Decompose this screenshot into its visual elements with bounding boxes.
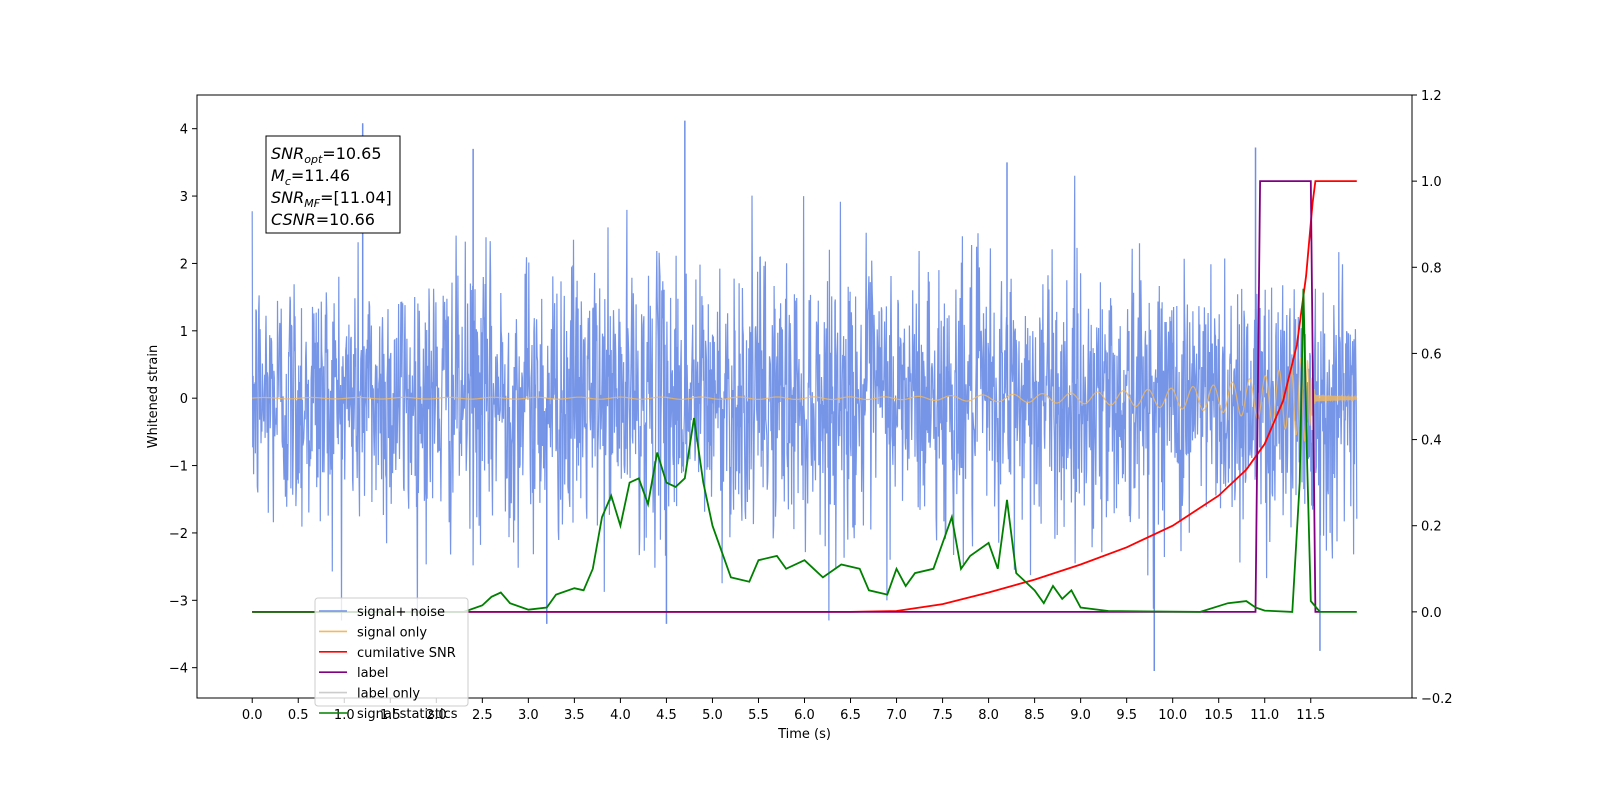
annotation-line: CSNR=10.66 xyxy=(271,210,375,229)
annotation-value: =10.65 xyxy=(322,144,381,163)
y-left-tick-label: 0 xyxy=(180,392,188,407)
x-tick-label: 3.5 xyxy=(564,708,585,723)
legend-label-2: cumilative SNR xyxy=(357,646,456,661)
series-line-2 xyxy=(252,180,1357,613)
annotation-value: =11.46 xyxy=(291,166,350,185)
x-tick-label: 4.0 xyxy=(610,708,631,723)
x-tick-label: 9.0 xyxy=(1070,708,1091,723)
annotation-value: =[11.04] xyxy=(320,188,392,207)
x-tick-label: 4.5 xyxy=(656,708,677,723)
x-tick-label: 7.0 xyxy=(886,708,907,723)
legend-label-3: label xyxy=(357,666,388,681)
x-tick-label: 7.5 xyxy=(932,708,953,723)
noise-trace xyxy=(251,175,1358,621)
x-tick-label: 6.5 xyxy=(840,708,861,723)
y-right-tick-label: −0.2 xyxy=(1421,692,1453,707)
plot-area xyxy=(251,120,1358,672)
series-line-5 xyxy=(252,288,1357,613)
x-tick-label: 5.0 xyxy=(702,708,723,723)
x-tick-label: 0.0 xyxy=(242,708,263,723)
annotation-line: SNRopt=10.65 xyxy=(271,144,382,166)
y-right-tick-label: 1.0 xyxy=(1421,175,1442,190)
y-axis-left: 4 3 2 1 0 −1 −2 −3 −4 xyxy=(169,123,197,677)
x-tick-label: 9.5 xyxy=(1116,708,1137,723)
x-tick-label: 6.0 xyxy=(794,708,815,723)
y-right-tick-label: 0.6 xyxy=(1421,347,1442,362)
y-left-tick-label: −1 xyxy=(169,460,188,475)
x-tick-label: 11.5 xyxy=(1296,708,1325,723)
y-axis-label: Whitened strain xyxy=(146,345,161,448)
x-tick-label: 1.0 xyxy=(334,708,355,723)
y-right-tick-label: 1.2 xyxy=(1421,89,1442,104)
x-tick-label: 11.0 xyxy=(1250,708,1279,723)
signal-only-series xyxy=(252,357,1358,443)
x-tick-label: 1.5 xyxy=(380,708,401,723)
y-left-tick-label: 1 xyxy=(180,325,188,340)
annotation-symbol: M xyxy=(271,166,285,185)
y-left-tick-label: 2 xyxy=(180,257,188,272)
annotation-symbol: SNR xyxy=(271,188,304,207)
annotation-subscript: MF xyxy=(304,197,320,210)
y-left-tick-label: 4 xyxy=(180,123,188,138)
y-right-tick-label: 0.2 xyxy=(1421,520,1442,535)
legend-label-1: signal only xyxy=(357,625,427,640)
y-left-tick-label: 3 xyxy=(180,190,188,205)
x-tick-label: 2.5 xyxy=(472,708,493,723)
legend-label-5: signal statistics xyxy=(357,707,458,722)
x-axis: 0.0 0.5 1.0 1.5 2.0 2.5 3.0 3.5 4.0 4.5 5.0 5.5 6.0 6… xyxy=(242,698,1325,723)
x-tick-label: 8.0 xyxy=(978,708,999,723)
annotation-line: Mc=11.46 xyxy=(271,166,350,188)
series-line-3 xyxy=(252,180,1320,613)
stats-annotation-box: SNRopt=10.65Mc=11.46SNRMF=[11.04]CSNR=10… xyxy=(265,135,401,234)
annotation-value: =10.66 xyxy=(316,210,375,229)
y-left-tick-label: −3 xyxy=(169,594,188,609)
legend: signal+ noise signal only cumilative SNR la… xyxy=(314,597,469,722)
x-tick-label: 8.5 xyxy=(1024,708,1045,723)
right-axis-series xyxy=(252,180,1357,613)
y-left-tick-label: −4 xyxy=(169,662,188,677)
y-axis-right: 1.2 1.0 0.8 0.6 0.4 0.2 0.0 −0.2 xyxy=(1412,89,1453,707)
annotation-frame xyxy=(265,135,401,234)
annotation-symbol: CSNR xyxy=(271,210,316,229)
y-left-tick-label: −2 xyxy=(169,527,188,542)
annotation-symbol: SNR xyxy=(271,144,304,163)
x-axis-label: Time (s) xyxy=(777,727,831,742)
y-right-tick-label: 0.0 xyxy=(1421,606,1442,621)
x-tick-label: 0.5 xyxy=(288,708,309,723)
legend-box xyxy=(314,597,469,707)
annotation-line: SNRMF=[11.04] xyxy=(271,188,392,210)
signal-trace xyxy=(252,357,1358,443)
x-tick-label: 10.0 xyxy=(1158,708,1187,723)
annotation-subscript: opt xyxy=(304,153,323,166)
x-tick-label: 10.5 xyxy=(1204,708,1233,723)
y-right-tick-label: 0.8 xyxy=(1421,261,1442,276)
x-tick-label: 3.0 xyxy=(518,708,539,723)
x-tick-label: 5.5 xyxy=(748,708,769,723)
annotation-subscript: c xyxy=(285,175,291,188)
legend-label-4: label only xyxy=(357,687,420,702)
legend-label-0: signal+ noise xyxy=(357,605,445,620)
x-tick-label: 2.0 xyxy=(426,708,447,723)
signal-noise-series xyxy=(251,120,1358,672)
y-right-tick-label: 0.4 xyxy=(1421,434,1442,449)
